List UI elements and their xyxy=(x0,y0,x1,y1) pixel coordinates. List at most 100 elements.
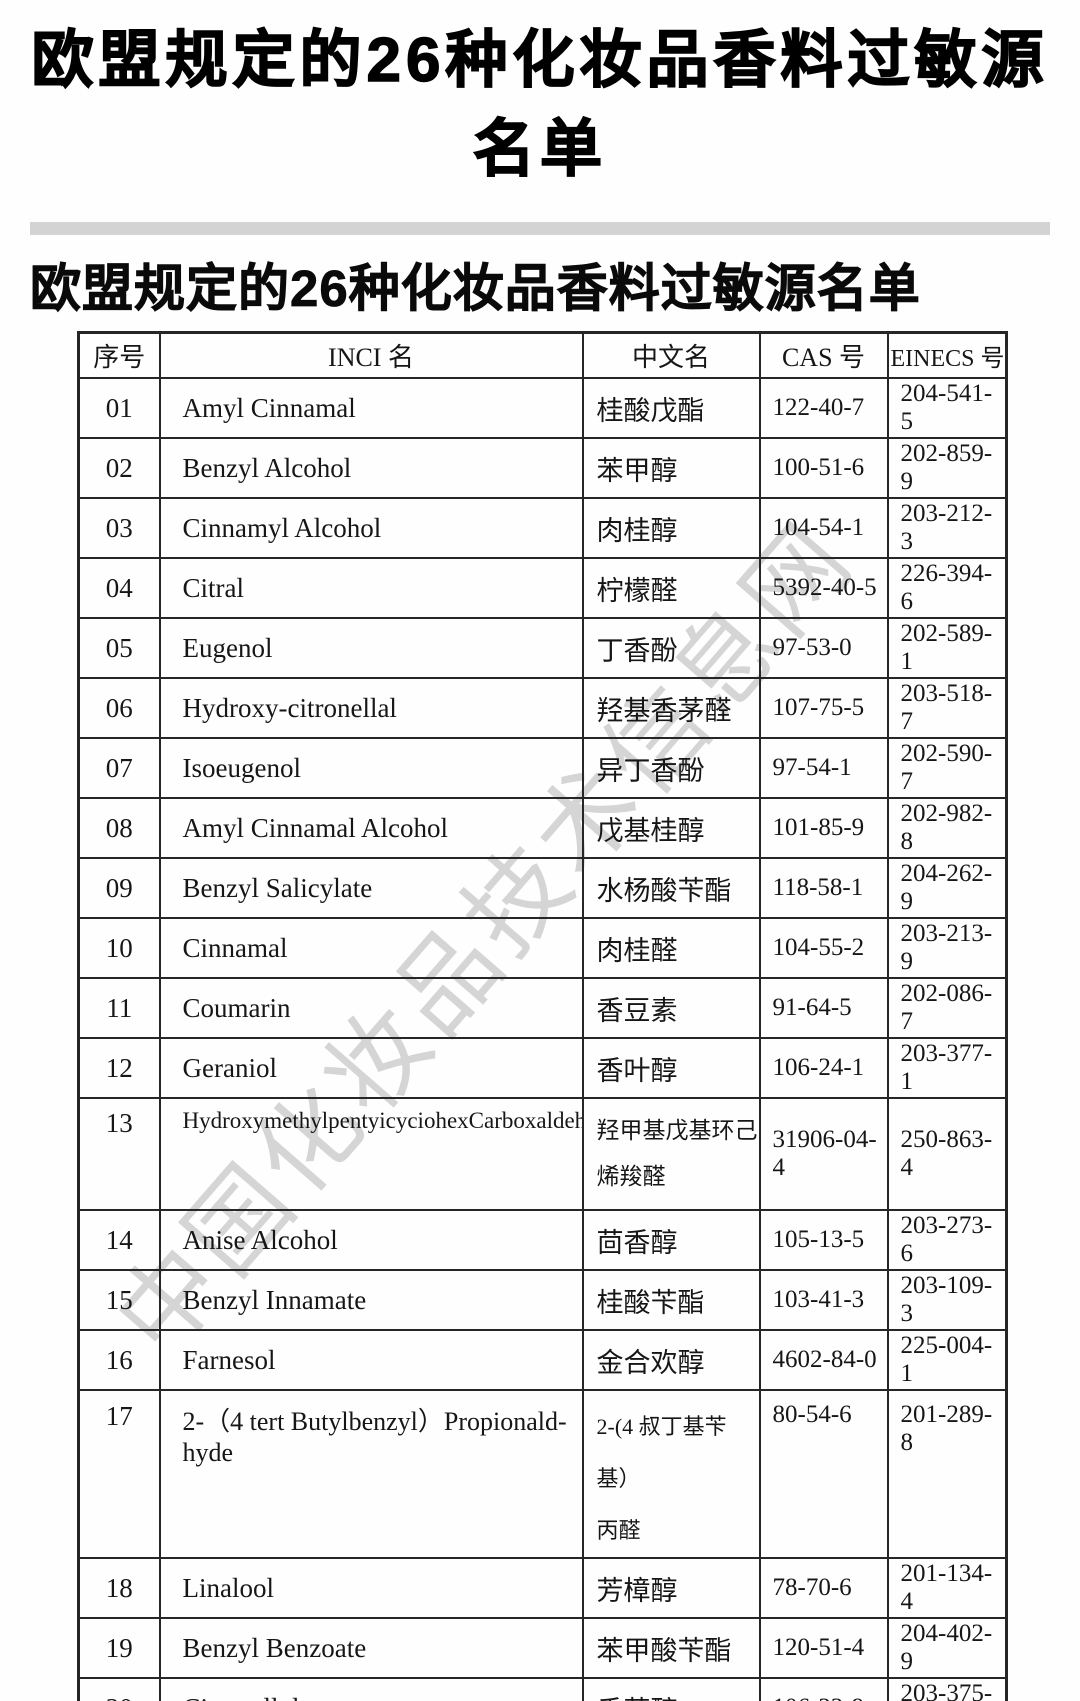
table-row: 01 Amyl Cinnamal 桂酸戊酯 122-40-7 204-541-5 xyxy=(77,377,1008,440)
page-title-line1: 欧盟规定的26种化妆品香料过敏源 xyxy=(31,25,1049,96)
row-number-cell: 16 xyxy=(77,1329,161,1392)
table-row: 04 Citral 柠檬醛 5392-40-5 226-394-6 xyxy=(77,557,1008,620)
cas-number-cell: 104-54-1 xyxy=(758,497,889,560)
table-row: 18 Linalool 芳樟醇 78-70-6 201-134-4 xyxy=(77,1557,1008,1620)
chinese-name-cell: 桂酸苄酯 xyxy=(581,1269,761,1332)
einecs-number-cell: 202-982-8 xyxy=(886,797,1008,860)
cas-number-cell: 106-24-1 xyxy=(758,1037,889,1100)
row-number-cell: 19 xyxy=(77,1617,161,1680)
inci-name-cell: Cinnamyl Alcohol xyxy=(158,497,584,560)
row-number-cell: 04 xyxy=(77,557,161,620)
row-number-cell: 09 xyxy=(77,857,161,920)
row-number-cell: 12 xyxy=(77,1037,161,1100)
divider xyxy=(30,221,1050,235)
row-number-cell: 13 xyxy=(77,1097,161,1212)
inci-name-cell: Geraniol xyxy=(158,1037,584,1100)
einecs-number-cell: 201-289-8 xyxy=(886,1389,1008,1560)
einecs-number-cell: 202-589-1 xyxy=(886,617,1008,680)
chinese-name-cell: 茴香醇 xyxy=(581,1209,761,1272)
inci-name-cell: Isoeugenol xyxy=(158,737,584,800)
einecs-number-cell: 250-863-4 xyxy=(886,1097,1008,1212)
table-row: 17 2-（4 tert Butylbenzyl）Propionald-hyde… xyxy=(77,1389,1008,1560)
cas-number-cell: 5392-40-5 xyxy=(758,557,889,620)
row-number-cell: 20 xyxy=(77,1677,161,1701)
einecs-number-cell: 225-004-1 xyxy=(886,1329,1008,1392)
cas-number-cell: 103-41-3 xyxy=(758,1269,889,1332)
chinese-name-cell: 羟基香茅醛 xyxy=(581,677,761,740)
header-cell-cas: CAS 号 xyxy=(758,331,889,380)
row-number-cell: 15 xyxy=(77,1269,161,1332)
table-row: 02 Benzyl Alcohol 苯甲醇 100-51-6 202-859-9 xyxy=(77,437,1008,500)
table-row: 05 Eugenol 丁香酚 97-53-0 202-589-1 xyxy=(77,617,1008,680)
einecs-number-cell: 201-134-4 xyxy=(886,1557,1008,1620)
table-row: 10 Cinnamal 肉桂醛 104-55-2 203-213-9 xyxy=(77,917,1008,980)
cas-number-cell: 97-53-0 xyxy=(758,617,889,680)
einecs-number-cell: 203-375-0 xyxy=(886,1677,1008,1701)
einecs-number-cell: 202-086-7 xyxy=(886,977,1008,1040)
row-number-cell: 07 xyxy=(77,737,161,800)
cas-number-cell: 100-51-6 xyxy=(758,437,889,500)
page-title-line2: 名单 xyxy=(472,115,607,186)
einecs-number-cell: 203-273-6 xyxy=(886,1209,1008,1272)
inci-name-cell: Benzyl Benzoate xyxy=(158,1617,584,1680)
einecs-number-cell: 204-262-9 xyxy=(886,857,1008,920)
chinese-name-cell: 苯甲醇 xyxy=(581,437,761,500)
chinese-name-cell: 肉桂醛 xyxy=(581,917,761,980)
table-row: 16 Farnesol 金合欢醇 4602-84-0 225-004-1 xyxy=(77,1329,1008,1392)
table-row: 08 Amyl Cinnamal Alcohol 戊基桂醇 101-85-9 2… xyxy=(77,797,1008,860)
chinese-name-cell: 桂酸戊酯 xyxy=(581,377,761,440)
inci-name-cell: Anise Alcohol xyxy=(158,1209,584,1272)
chinese-name-cell: 金合欢醇 xyxy=(581,1329,761,1392)
cas-number-cell: 104-55-2 xyxy=(758,917,889,980)
section-heading: 欧盟规定的26种化妆品香料过敏源名单 xyxy=(30,259,921,317)
einecs-number-cell: 203-213-9 xyxy=(886,917,1008,980)
row-number-cell: 01 xyxy=(77,377,161,440)
inci-name-cell: 2-（4 tert Butylbenzyl）Propionald-hyde xyxy=(158,1389,584,1560)
chinese-name-cell: 香叶醇 xyxy=(581,1037,761,1100)
chinese-name-cell: 2-(4 叔丁基苄基） 丙醛 xyxy=(581,1389,761,1560)
inci-name-cell: Amyl Cinnamal xyxy=(158,377,584,440)
chinese-name-cell: 苯甲酸苄酯 xyxy=(581,1617,761,1680)
chinese-name-cell: 异丁香酚 xyxy=(581,737,761,800)
einecs-number-cell: 202-859-9 xyxy=(886,437,1008,500)
cas-number-cell: 91-64-5 xyxy=(758,977,889,1040)
row-number-cell: 03 xyxy=(77,497,161,560)
einecs-number-cell: 203-109-3 xyxy=(886,1269,1008,1332)
inci-name-cell: Benzyl Alcohol xyxy=(158,437,584,500)
chinese-name-cell: 戊基桂醇 xyxy=(581,797,761,860)
table-row: 11 Coumarin 香豆素 91-64-5 202-086-7 xyxy=(77,977,1008,1040)
einecs-number-cell: 226-394-6 xyxy=(886,557,1008,620)
header-cell-chinese: 中文名 xyxy=(581,331,761,380)
cas-number-cell: 31906-04-4 xyxy=(758,1097,889,1212)
header-cell-index: 序号 xyxy=(77,331,161,380)
einecs-number-cell: 204-402-9 xyxy=(886,1617,1008,1680)
chinese-name-cell: 柠檬醛 xyxy=(581,557,761,620)
cas-number-cell: 78-70-6 xyxy=(758,1557,889,1620)
table-row: 14 Anise Alcohol 茴香醇 105-13-5 203-273-6 xyxy=(77,1209,1008,1272)
inci-name-cell: Amyl Cinnamal Alcohol xyxy=(158,797,584,860)
cas-number-cell: 97-54-1 xyxy=(758,737,889,800)
chinese-name-cell: 肉桂醇 xyxy=(581,497,761,560)
inci-name-cell: Farnesol xyxy=(158,1329,584,1392)
inci-name-cell: Benzyl Salicylate xyxy=(158,857,584,920)
page-title: 欧盟规定的26种化妆品香料过敏源 名单 xyxy=(8,16,1072,195)
table-row: 15 Benzyl Innamate 桂酸苄酯 103-41-3 203-109… xyxy=(77,1269,1008,1332)
inci-name-cell: Cinnamal xyxy=(158,917,584,980)
row-number-cell: 18 xyxy=(77,1557,161,1620)
cas-number-cell: 107-75-5 xyxy=(758,677,889,740)
header-cell-inci: INCI 名 xyxy=(158,331,584,380)
einecs-number-cell: 202-590-7 xyxy=(886,737,1008,800)
inci-name-cell: Citral xyxy=(158,557,584,620)
row-number-cell: 06 xyxy=(77,677,161,740)
allergen-table: 序号 INCI 名 中文名 CAS 号 EINECS 号 01 Amyl Cin… xyxy=(77,331,1008,1701)
chinese-name-cell: 水杨酸苄酯 xyxy=(581,857,761,920)
cas-number-cell: 80-54-6 xyxy=(758,1389,889,1560)
table-row: 03 Cinnamyl Alcohol 肉桂醇 104-54-1 203-212… xyxy=(77,497,1008,560)
chinese-name-cell: 香豆素 xyxy=(581,977,761,1040)
row-number-cell: 05 xyxy=(77,617,161,680)
inci-name-cell: Coumarin xyxy=(158,977,584,1040)
row-number-cell: 11 xyxy=(77,977,161,1040)
cas-number-cell: 105-13-5 xyxy=(758,1209,889,1272)
row-number-cell: 14 xyxy=(77,1209,161,1272)
